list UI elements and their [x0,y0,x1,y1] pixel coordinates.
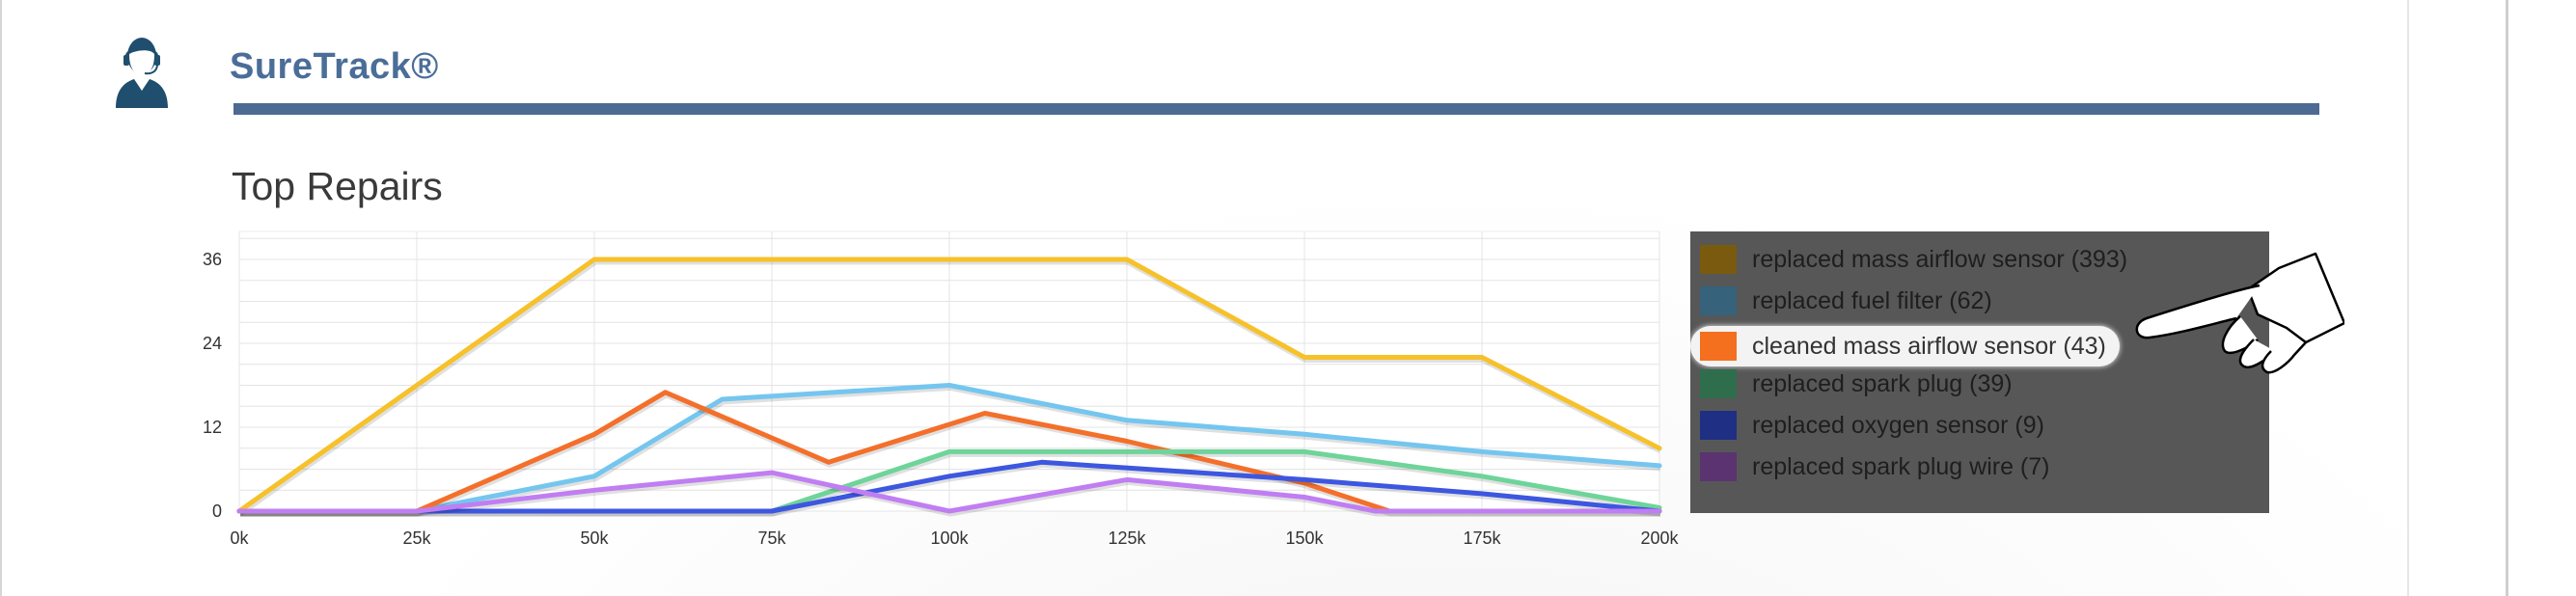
chart-legend: replaced mass airflow sensor (393) replac… [1690,231,2269,513]
person-avatar-icon [116,38,168,108]
y-tick-label: 36 [203,250,222,269]
x-tick-label: 200k [1640,528,1679,548]
scrollbar-track[interactable] [2506,0,2508,596]
legend-swatch [1700,369,1737,398]
y-tick-label: 0 [212,501,222,521]
x-tick-label: 100k [930,528,969,548]
left-border [0,0,2,596]
legend-item[interactable]: replaced spark plug wire (7) [1700,450,2049,483]
legend-item[interactable]: replaced fuel filter (62) [1700,284,1992,317]
legend-swatch [1700,245,1737,274]
x-tick-label: 150k [1285,528,1324,548]
series-line-2 [236,390,1662,514]
legend-swatch [1700,332,1737,361]
legend-item[interactable]: replaced mass airflow sensor (393) [1700,243,2127,276]
legend-label: replaced fuel filter (62) [1752,286,1992,314]
legend-label: replaced spark plug (39) [1752,369,2013,397]
brand-divider [233,103,2319,115]
x-tick-label: 0k [230,528,249,548]
legend-item[interactable]: replaced oxygen sensor (9) [1700,409,2044,442]
legend-swatch [1700,286,1737,315]
brand-title: SureTrack® [230,46,439,87]
right-margin [2407,0,2576,596]
legend-item[interactable]: cleaned mass airflow sensor (43) [1690,326,2120,366]
legend-swatch [1700,411,1737,440]
legend-label: replaced spark plug wire (7) [1752,452,2050,480]
legend-item[interactable]: replaced spark plug (39) [1700,367,2013,400]
x-tick-label: 75k [757,528,786,548]
series-line-1 [236,383,1662,514]
top-repairs-chart: 0 12 24 36 0k 25k 50k 75k 100k 125k 150k 175k 200k [203,230,1680,548]
legend-label: replaced mass airflow sensor (393) [1752,245,2128,273]
series-line-4 [236,459,1662,514]
y-tick-label: 24 [203,334,222,353]
legend-swatch [1700,452,1737,481]
x-tick-label: 25k [402,528,431,548]
series-line-5 [236,470,1662,514]
x-tick-label: 175k [1463,528,1501,548]
y-tick-label: 12 [203,418,222,437]
series-line-0 [236,257,1662,514]
pointing-hand-icon [2135,252,2344,374]
x-tick-label: 125k [1108,528,1146,548]
x-tick-label: 50k [580,528,609,548]
section-title: Top Repairs [232,164,443,208]
legend-label: cleaned mass airflow sensor (43) [1752,332,2106,360]
legend-label: replaced oxygen sensor (9) [1752,411,2044,439]
